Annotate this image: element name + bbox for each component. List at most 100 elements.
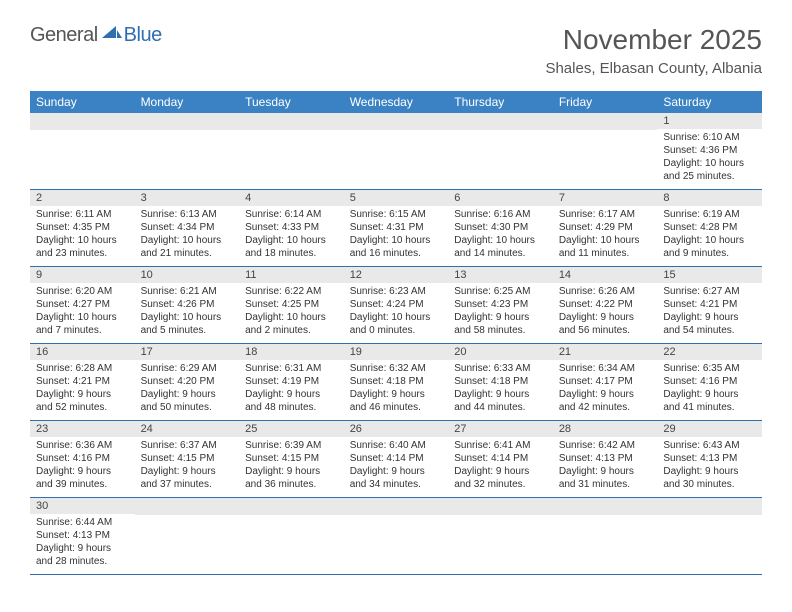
week-row: 16Sunrise: 6:28 AMSunset: 4:21 PMDayligh… <box>30 344 762 421</box>
daylight-text: Daylight: 9 hours <box>559 388 652 401</box>
day-cell: 27Sunrise: 6:41 AMSunset: 4:14 PMDayligh… <box>448 421 553 498</box>
day-cell: 23Sunrise: 6:36 AMSunset: 4:16 PMDayligh… <box>30 421 135 498</box>
day-body: Sunrise: 6:27 AMSunset: 4:21 PMDaylight:… <box>657 283 762 343</box>
day-number: 14 <box>553 267 658 283</box>
day-body: Sunrise: 6:37 AMSunset: 4:15 PMDaylight:… <box>135 437 240 497</box>
sunset-text: Sunset: 4:18 PM <box>454 375 547 388</box>
day-number: 16 <box>30 344 135 360</box>
daylight-text: and 28 minutes. <box>36 555 129 568</box>
daylight-text: Daylight: 9 hours <box>663 388 756 401</box>
daylight-text: Daylight: 9 hours <box>350 388 443 401</box>
calendar-table: Sunday Monday Tuesday Wednesday Thursday… <box>30 91 762 575</box>
sunset-text: Sunset: 4:14 PM <box>350 452 443 465</box>
day-body: Sunrise: 6:31 AMSunset: 4:19 PMDaylight:… <box>239 360 344 420</box>
day-number-empty <box>553 113 658 130</box>
sunrise-text: Sunrise: 6:27 AM <box>663 285 756 298</box>
day-number: 25 <box>239 421 344 437</box>
weekday-header: Friday <box>553 91 658 113</box>
day-body: Sunrise: 6:13 AMSunset: 4:34 PMDaylight:… <box>135 206 240 266</box>
day-cell: 22Sunrise: 6:35 AMSunset: 4:16 PMDayligh… <box>657 344 762 421</box>
day-cell: 14Sunrise: 6:26 AMSunset: 4:22 PMDayligh… <box>553 267 658 344</box>
day-number: 29 <box>657 421 762 437</box>
day-body <box>239 130 344 186</box>
sunset-text: Sunset: 4:35 PM <box>36 221 129 234</box>
day-number: 28 <box>553 421 658 437</box>
day-cell <box>448 113 553 190</box>
sunset-text: Sunset: 4:31 PM <box>350 221 443 234</box>
sunset-text: Sunset: 4:29 PM <box>559 221 652 234</box>
daylight-text: and 2 minutes. <box>245 324 338 337</box>
daylight-text: and 23 minutes. <box>36 247 129 260</box>
day-number: 21 <box>553 344 658 360</box>
daylight-text: Daylight: 10 hours <box>245 234 338 247</box>
day-number: 8 <box>657 190 762 206</box>
daylight-text: and 48 minutes. <box>245 401 338 414</box>
day-number: 3 <box>135 190 240 206</box>
sunrise-text: Sunrise: 6:19 AM <box>663 208 756 221</box>
daylight-text: and 56 minutes. <box>559 324 652 337</box>
day-number: 13 <box>448 267 553 283</box>
sunset-text: Sunset: 4:33 PM <box>245 221 338 234</box>
day-body <box>135 515 240 571</box>
daylight-text: and 5 minutes. <box>141 324 234 337</box>
day-body: Sunrise: 6:22 AMSunset: 4:25 PMDaylight:… <box>239 283 344 343</box>
day-cell: 12Sunrise: 6:23 AMSunset: 4:24 PMDayligh… <box>344 267 449 344</box>
day-cell <box>30 113 135 190</box>
week-row: 9Sunrise: 6:20 AMSunset: 4:27 PMDaylight… <box>30 267 762 344</box>
day-number-empty <box>448 113 553 130</box>
sunrise-text: Sunrise: 6:10 AM <box>663 131 756 144</box>
daylight-text: and 37 minutes. <box>141 478 234 491</box>
day-number: 1 <box>657 113 762 129</box>
sunset-text: Sunset: 4:13 PM <box>559 452 652 465</box>
day-cell: 21Sunrise: 6:34 AMSunset: 4:17 PMDayligh… <box>553 344 658 421</box>
sunset-text: Sunset: 4:25 PM <box>245 298 338 311</box>
day-cell: 24Sunrise: 6:37 AMSunset: 4:15 PMDayligh… <box>135 421 240 498</box>
day-cell <box>344 498 449 575</box>
daylight-text: and 39 minutes. <box>36 478 129 491</box>
logo-text-blue: Blue <box>124 24 162 47</box>
daylight-text: Daylight: 9 hours <box>454 311 547 324</box>
day-body: Sunrise: 6:42 AMSunset: 4:13 PMDaylight:… <box>553 437 658 497</box>
sunset-text: Sunset: 4:16 PM <box>36 452 129 465</box>
daylight-text: Daylight: 10 hours <box>663 234 756 247</box>
day-number-empty <box>135 498 240 515</box>
day-body <box>448 515 553 571</box>
daylight-text: and 42 minutes. <box>559 401 652 414</box>
day-number: 26 <box>344 421 449 437</box>
day-number: 12 <box>344 267 449 283</box>
sunset-text: Sunset: 4:34 PM <box>141 221 234 234</box>
day-number: 10 <box>135 267 240 283</box>
day-body: Sunrise: 6:25 AMSunset: 4:23 PMDaylight:… <box>448 283 553 343</box>
logo: General Blue <box>30 24 162 47</box>
day-number: 9 <box>30 267 135 283</box>
daylight-text: Daylight: 10 hours <box>141 311 234 324</box>
daylight-text: and 44 minutes. <box>454 401 547 414</box>
day-cell: 17Sunrise: 6:29 AMSunset: 4:20 PMDayligh… <box>135 344 240 421</box>
title-block: November 2025 Shales, Elbasan County, Al… <box>545 24 762 77</box>
day-body: Sunrise: 6:34 AMSunset: 4:17 PMDaylight:… <box>553 360 658 420</box>
sunrise-text: Sunrise: 6:26 AM <box>559 285 652 298</box>
day-number: 27 <box>448 421 553 437</box>
calendar-page: General Blue November 2025 Shales, Elbas… <box>0 0 792 599</box>
sunrise-text: Sunrise: 6:37 AM <box>141 439 234 452</box>
day-body: Sunrise: 6:15 AMSunset: 4:31 PMDaylight:… <box>344 206 449 266</box>
daylight-text: Daylight: 9 hours <box>454 465 547 478</box>
daylight-text: Daylight: 9 hours <box>663 465 756 478</box>
daylight-text: Daylight: 10 hours <box>663 157 756 170</box>
month-title: November 2025 <box>545 24 762 56</box>
week-row: 1 Sunrise: 6:10 AMSunset: 4:36 PMDaylight… <box>30 113 762 190</box>
day-number: 2 <box>30 190 135 206</box>
sunrise-text: Sunrise: 6:34 AM <box>559 362 652 375</box>
day-cell: 30Sunrise: 6:44 AMSunset: 4:13 PMDayligh… <box>30 498 135 575</box>
sunset-text: Sunset: 4:36 PM <box>663 144 756 157</box>
day-cell <box>239 113 344 190</box>
day-number: 4 <box>239 190 344 206</box>
day-cell: 3Sunrise: 6:13 AMSunset: 4:34 PMDaylight… <box>135 190 240 267</box>
weekday-header: Saturday <box>657 91 762 113</box>
day-number: 5 <box>344 190 449 206</box>
sail-icon <box>102 26 122 40</box>
day-cell <box>553 498 658 575</box>
sunset-text: Sunset: 4:13 PM <box>36 529 129 542</box>
sunset-text: Sunset: 4:17 PM <box>559 375 652 388</box>
logo-text-general: General <box>30 24 98 47</box>
